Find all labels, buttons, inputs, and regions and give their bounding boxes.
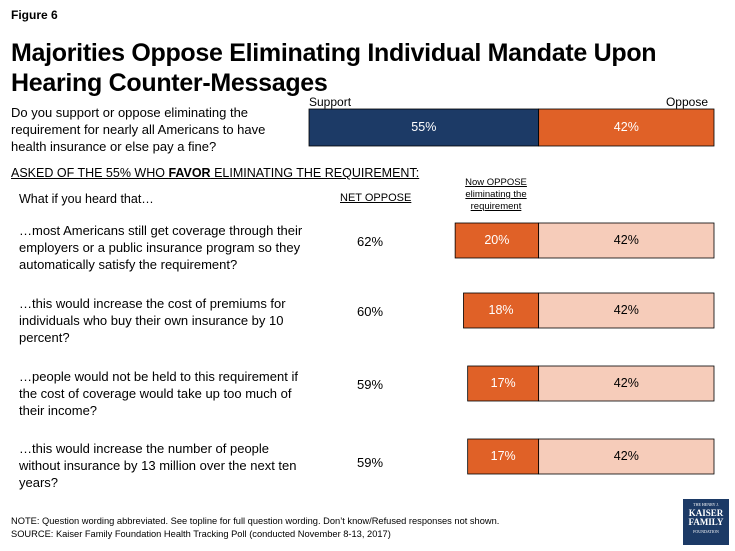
bar-oppose [538,108,715,147]
legend-support: Support [309,95,352,109]
bar-already-oppose-label-2: 42% [614,303,639,317]
bar-now-oppose-label-1: 20% [484,233,509,247]
bar-support [308,108,540,147]
top-question: Do you support or oppose eliminating the… [11,105,266,154]
bar-already-oppose-3 [538,365,715,402]
bar-now-oppose-2 [463,292,540,329]
source-text: SOURCE: Kaiser Family Foundation Health … [11,529,391,539]
bar-now-oppose-4 [467,438,540,475]
bar-now-oppose-label-2: 18% [489,303,514,317]
bar-now-oppose-3 [467,365,540,402]
row-label-1: …most Americans still get coverage throu… [19,223,303,272]
net-oppose-1: 62% [356,234,384,249]
section-header: ASKED OF THE 55% WHO FAVOR ELIMINATING T… [11,166,420,180]
bar-now-oppose-label-4: 17% [491,449,516,463]
bar-support-label: 55% [411,120,436,134]
chart-title: Majorities Oppose Eliminating Individual… [11,39,657,97]
bar-oppose-label: 42% [614,120,639,134]
net-oppose-2: 60% [356,304,384,319]
note-text: NOTE: Question wording abbreviated. See … [11,516,500,526]
now-oppose-header: Now OPPOSE eliminating the requirement [465,177,527,212]
figure-label: Figure 6 [11,8,58,22]
bar-already-oppose-label-1: 42% [614,233,639,247]
row-label-2: …this would increase the cost of premium… [19,296,286,345]
row-header: What if you heard that… [19,192,154,206]
row-label-3: …people would not be held to this requir… [19,369,298,418]
legend-oppose: Oppose [665,95,708,109]
bar-already-oppose-label-4: 42% [614,449,639,463]
bar-now-oppose-label-3: 17% [491,376,516,390]
bar-already-oppose-1 [538,222,715,259]
net-oppose-3: 59% [356,377,384,392]
bar-already-oppose-2 [538,292,715,329]
row-label-4: …this would increase the number of peopl… [19,441,297,490]
kff-logo: THE HENRY J. KAISER FAMILY FOUNDATION [683,499,729,545]
net-oppose-4: 59% [356,455,384,470]
bar-already-oppose-4 [538,438,715,475]
net-oppose-header: NET OPPOSE [340,192,412,204]
bar-already-oppose-label-3: 42% [614,376,639,390]
notes: NOTE: Question wording abbreviated. See … [11,515,651,541]
